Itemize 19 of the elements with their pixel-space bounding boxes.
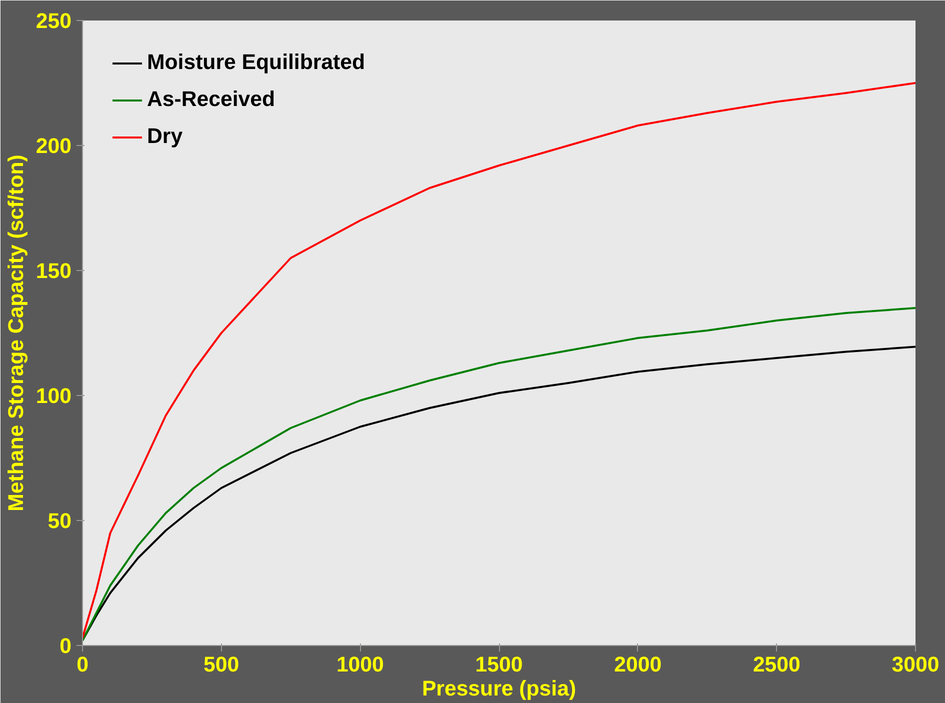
- legend-label: Dry: [147, 124, 183, 149]
- x-tick-label: 2500: [752, 652, 800, 676]
- x-tick-label: 0: [76, 652, 88, 676]
- y-tick-label: 50: [48, 509, 72, 533]
- y-tick-label: 100: [36, 384, 72, 408]
- x-tick-label: 3000: [892, 652, 940, 676]
- y-tick-label: 200: [36, 134, 72, 158]
- line-series: [82, 82, 916, 639]
- y-tick-label: 150: [36, 259, 72, 283]
- x-tick-label: 1000: [336, 652, 384, 676]
- legend-label: Moisture Equilibrated: [147, 50, 366, 75]
- legend-label: As-Received: [147, 87, 276, 112]
- x-tick-label: 2000: [614, 652, 662, 676]
- y-axis-title: Methane Storage Capacity (scf/ton): [4, 154, 28, 512]
- y-tick-label: 250: [36, 9, 72, 33]
- x-tick-label: 1500: [475, 652, 523, 676]
- x-tick-label: 500: [204, 652, 240, 676]
- y-tick-label: 0: [60, 634, 72, 658]
- x-axis-title: Pressure (psia): [422, 676, 576, 700]
